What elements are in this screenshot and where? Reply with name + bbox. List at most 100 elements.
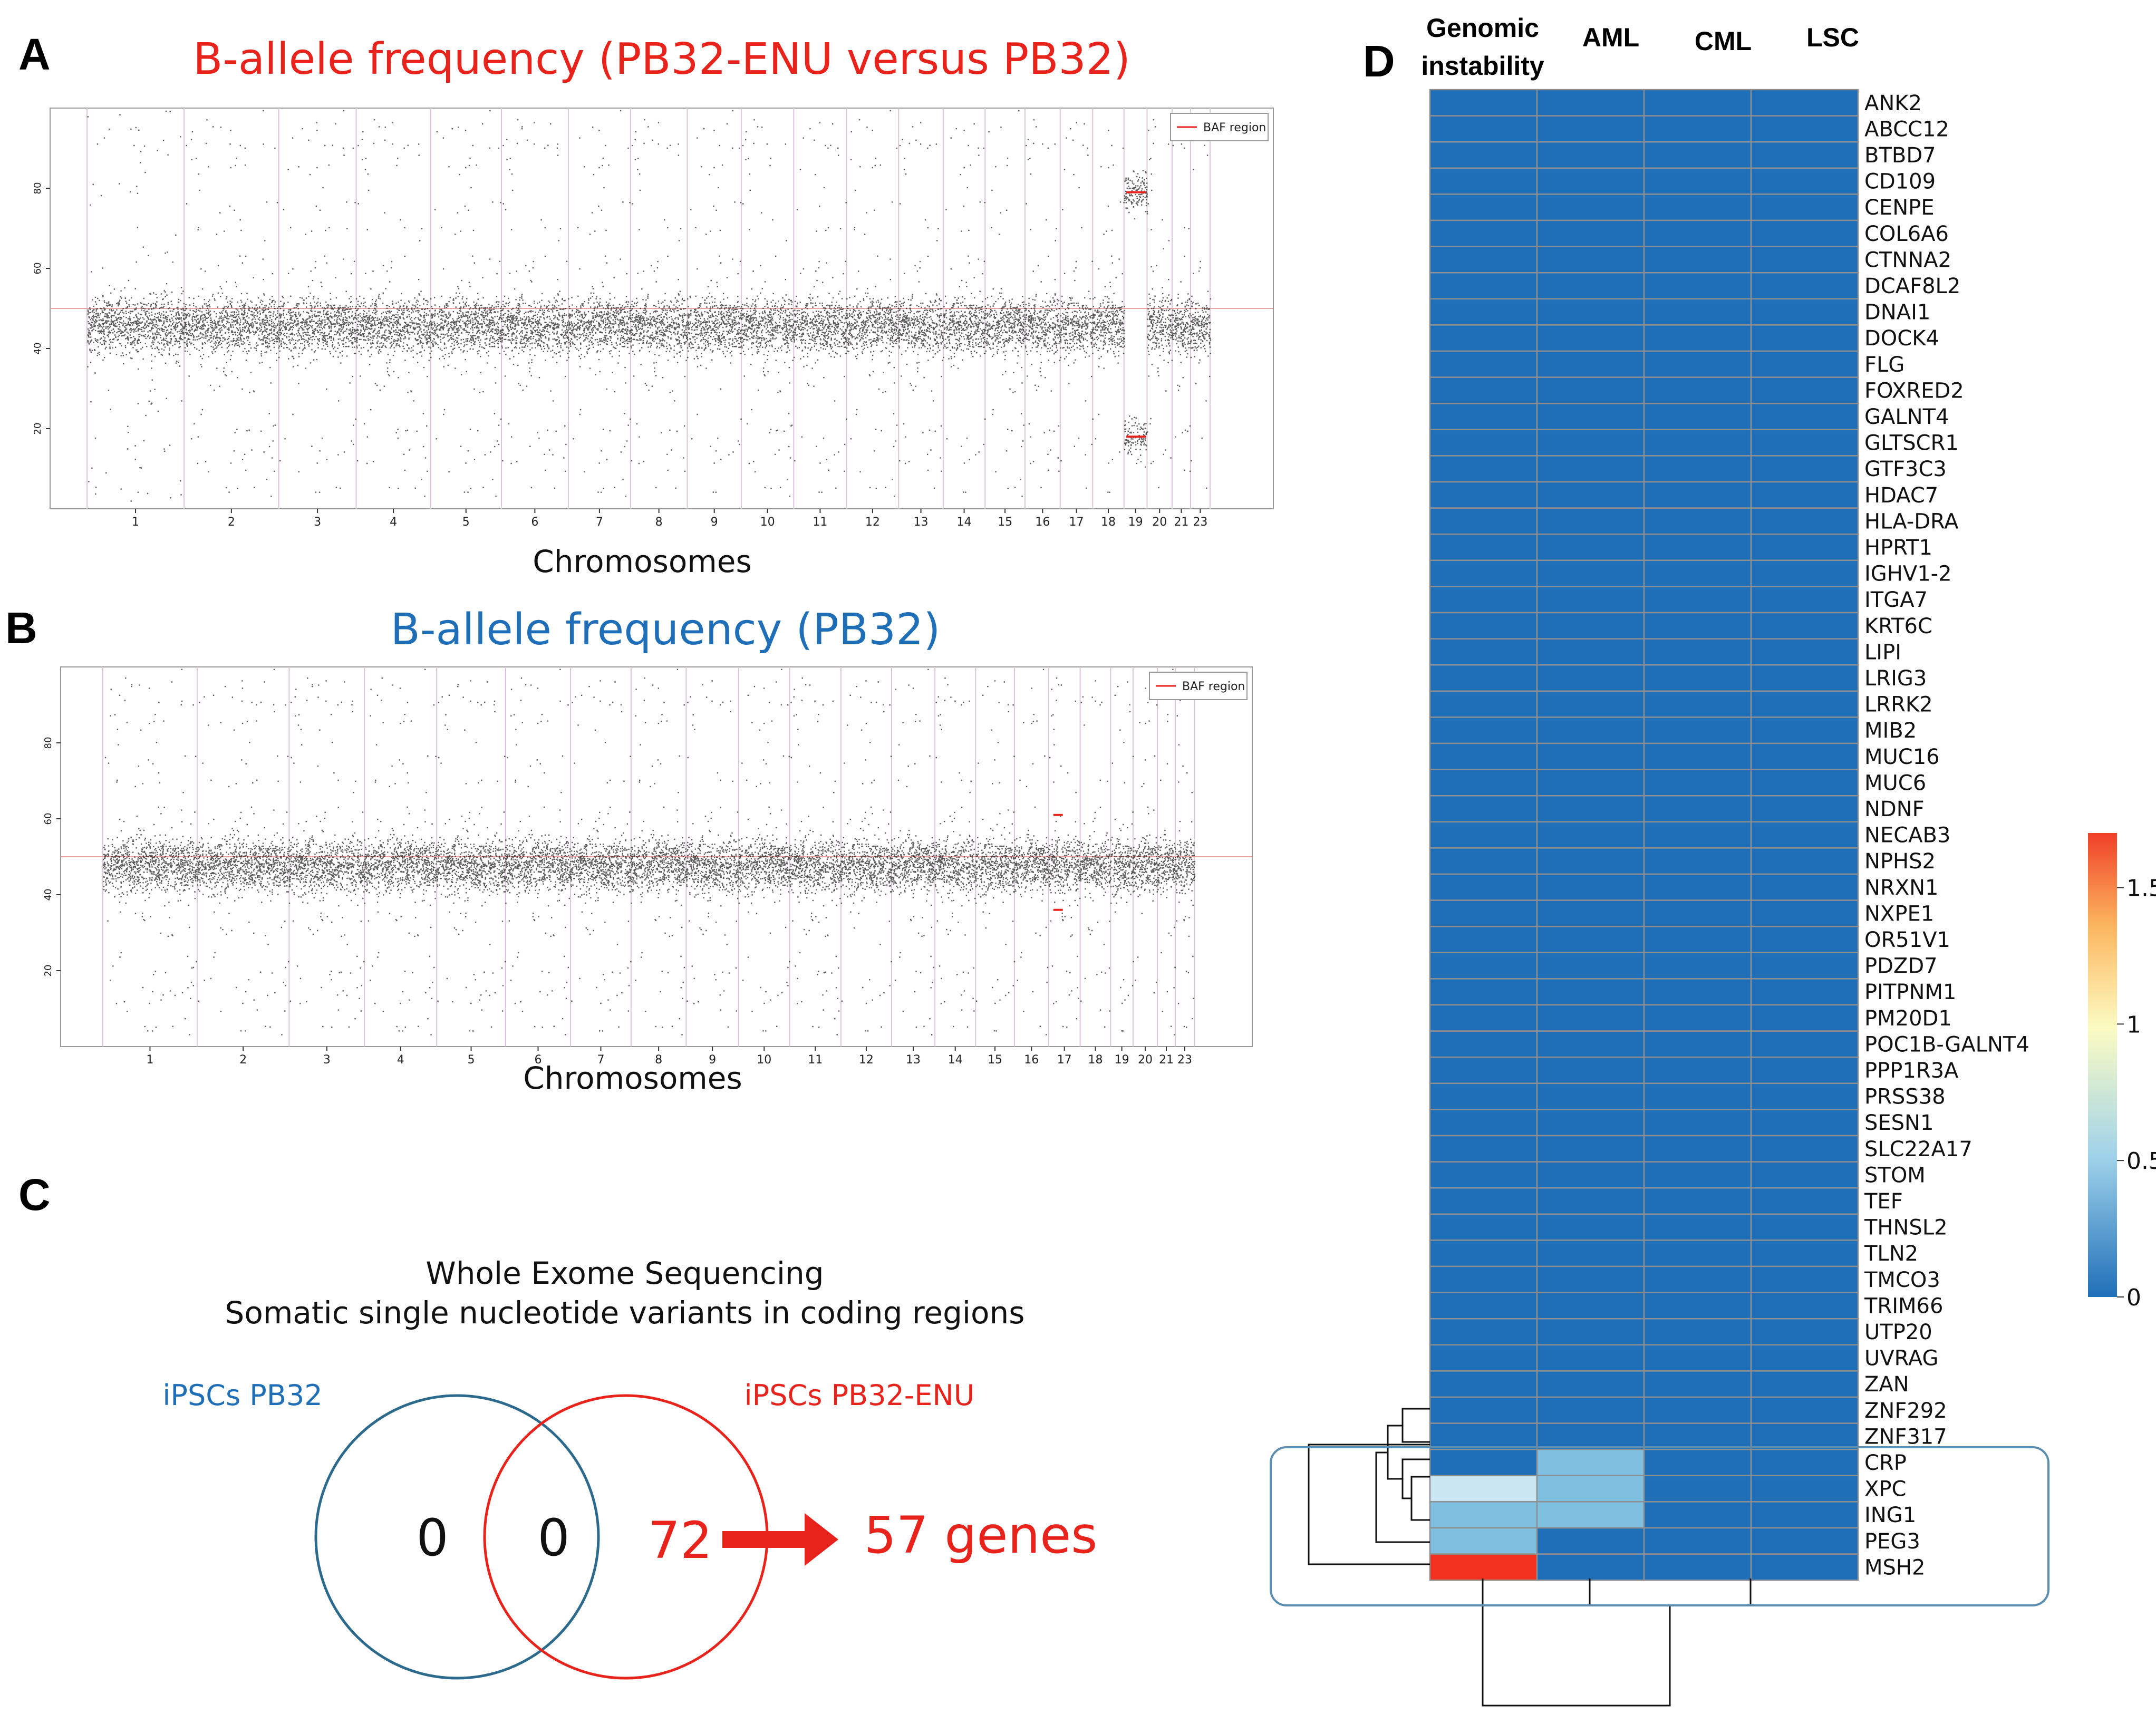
heatmap-cell [1429, 742, 1538, 770]
heatmap-cell [1643, 115, 1752, 143]
heatmap-row-label: PM20D1 [1864, 1006, 1952, 1031]
heatmap-cell [1536, 638, 1645, 666]
heatmap-cell [1643, 141, 1752, 169]
panel-b-x-axis-label: Chromosomes [523, 1060, 742, 1096]
heatmap-row-label: THNSL2 [1864, 1216, 1948, 1240]
heatmap-cell [1643, 1344, 1752, 1372]
heatmap-cell [1643, 1161, 1752, 1189]
panel-letter-a: A [18, 30, 51, 79]
heatmap-cell [1750, 1161, 1859, 1189]
heatmap-cell [1750, 402, 1859, 431]
x-tick-label: 21 [1174, 516, 1188, 529]
heatmap-row-label: MUC6 [1864, 771, 1926, 795]
heatmap-cell [1536, 1161, 1645, 1189]
heatmap-cell [1750, 481, 1859, 509]
venn-left-set-label: iPSCs PB32 [162, 1379, 322, 1412]
heatmap-cell [1643, 1030, 1752, 1058]
y-tick-label: 60 [43, 813, 54, 825]
heatmap-cell [1429, 690, 1538, 718]
heatmap-row-label: STOM [1864, 1163, 1926, 1187]
heatmap-cell [1750, 1109, 1859, 1137]
panel-a-x-axis-label: Chromosomes [533, 544, 751, 579]
heatmap-cell [1643, 89, 1752, 117]
x-tick-label: 13 [914, 516, 929, 529]
x-tick-label: 9 [711, 516, 718, 529]
heatmap-cell [1536, 1082, 1645, 1110]
x-tick-label: 20 [1152, 516, 1167, 529]
heatmap-cell [1429, 586, 1538, 614]
heatmap-cell [1643, 193, 1752, 221]
y-tick-label: 80 [43, 737, 54, 749]
heatmap-cell [1536, 507, 1645, 535]
heatmap-cell [1750, 1553, 1859, 1581]
heatmap-cell [1429, 1501, 1538, 1529]
venn-title-line2: Somatic single nucleotide variants in co… [225, 1295, 1025, 1331]
heatmap-cell [1429, 1344, 1538, 1372]
heatmap-row-label: ITGA7 [1864, 588, 1928, 612]
heatmap-cell [1643, 899, 1752, 927]
heatmap-cell [1643, 795, 1752, 823]
baf-points [103, 669, 1196, 1035]
heatmap-cell [1429, 1292, 1538, 1320]
heatmap-cell [1750, 586, 1859, 614]
heatmap-cell [1643, 533, 1752, 561]
heatmap-cell [1643, 272, 1752, 300]
heatmap-row-label: PPP1R3A [1864, 1059, 1959, 1083]
row-dendrogram [1308, 1408, 1430, 1565]
heatmap-cell [1429, 324, 1538, 352]
heatmap-cell [1429, 115, 1538, 143]
heatmap-cell [1536, 742, 1645, 770]
heatmap-cell [1429, 167, 1538, 195]
heatmap-cell [1750, 795, 1859, 823]
colorbar-tick-label: 0 [2126, 1284, 2141, 1311]
heatmap-cell [1750, 455, 1859, 483]
heatmap-cell [1750, 952, 1859, 980]
heatmap-column-header: AML [1582, 23, 1639, 52]
heatmap-cell [1536, 716, 1645, 744]
y-tick-label: 20 [32, 423, 43, 435]
heatmap-cell [1750, 978, 1859, 1006]
heatmap-row-labels: ANK2ABCC12BTBD7CD109CENPECOL6A6CTNNA2DCA… [1864, 91, 2029, 1580]
heatmap-cell [1536, 847, 1645, 875]
heatmap-cell [1429, 1396, 1538, 1424]
heatmap-row-label: LIPI [1864, 640, 1901, 664]
heatmap-cell [1536, 664, 1645, 692]
heatmap-cell [1429, 1422, 1538, 1450]
panel-letter-b: B [5, 603, 37, 653]
heatmap-row-label: SLC22A17 [1864, 1137, 1973, 1161]
x-tick-label: 21 [1159, 1053, 1174, 1067]
heatmap-cell [1429, 1448, 1538, 1477]
heatmap-cell [1750, 350, 1859, 378]
heatmap-row-label: GTF3C3 [1864, 457, 1947, 481]
heatmap-column-header: LSC [1806, 23, 1859, 52]
heatmap-cell [1536, 455, 1645, 483]
heatmap-cell [1643, 559, 1752, 587]
heatmap-cell [1750, 272, 1859, 300]
heatmap-cell [1750, 559, 1859, 587]
x-tick-label: 8 [655, 1053, 662, 1067]
heatmap-cell [1750, 638, 1859, 666]
x-tick-label: 10 [757, 1053, 771, 1067]
heatmap-cell [1750, 1187, 1859, 1215]
heatmap-cell [1643, 1318, 1752, 1346]
y-tick-label: 40 [43, 889, 54, 901]
heatmap-row-label: TLN2 [1864, 1242, 1918, 1266]
heatmap-cell [1750, 742, 1859, 770]
x-tick-label: 15 [998, 516, 1012, 529]
heatmap-cell [1643, 1056, 1752, 1084]
heatmap-cell [1750, 298, 1859, 326]
heatmap-cell [1536, 1109, 1645, 1137]
heatmap-cell [1536, 1213, 1645, 1241]
heatmap-row-label: CD109 [1864, 170, 1936, 194]
heatmap-cell [1429, 664, 1538, 692]
x-tick-label: 2 [228, 516, 235, 529]
x-tick-label: 5 [468, 1053, 475, 1067]
heatmap-cell [1429, 481, 1538, 509]
heatmap-row-label: COL6A6 [1864, 222, 1949, 246]
heatmap-cell [1750, 1527, 1859, 1555]
heatmap-cell [1750, 847, 1859, 875]
heatmap-cell [1429, 402, 1538, 431]
x-tick-label: 4 [397, 1053, 404, 1067]
